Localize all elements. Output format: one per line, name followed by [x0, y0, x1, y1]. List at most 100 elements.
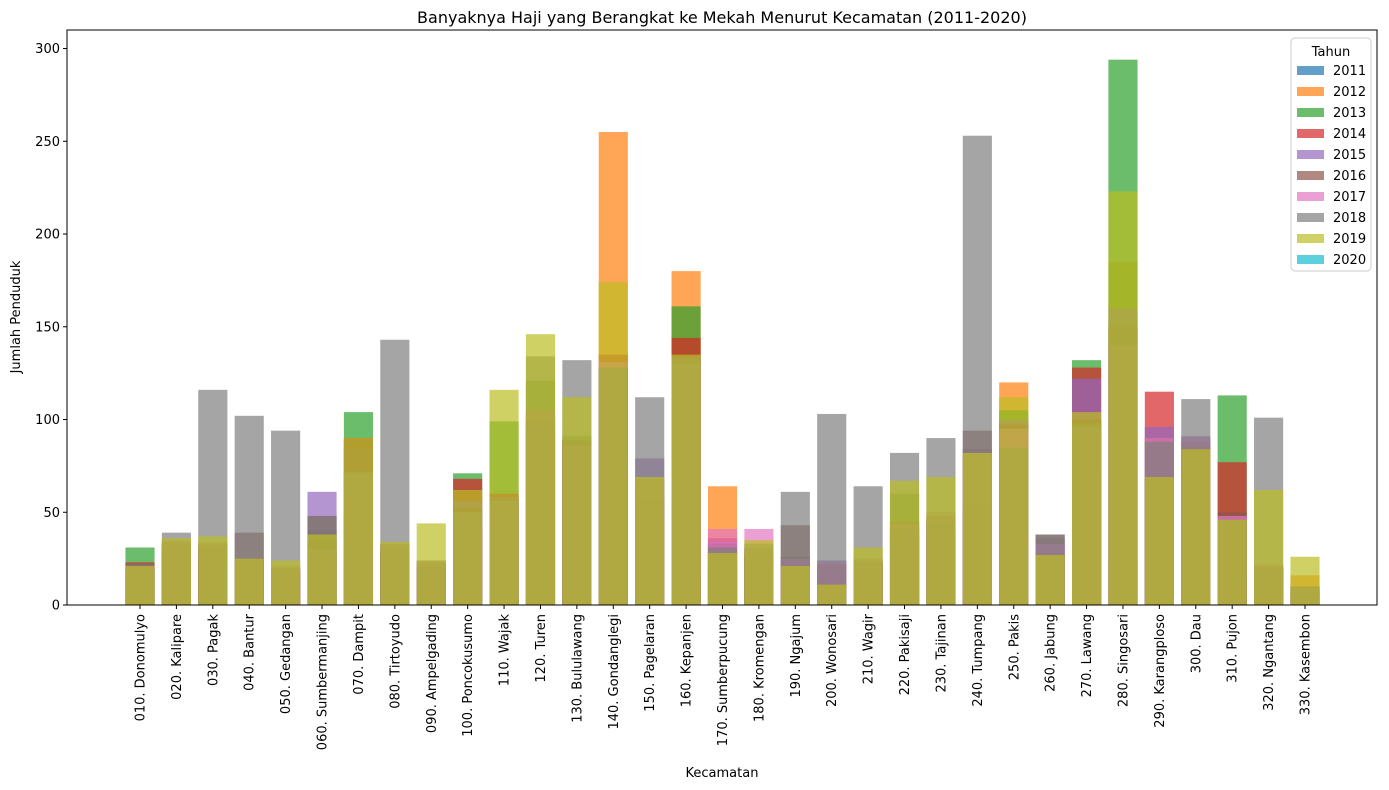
bar	[453, 490, 483, 605]
bars-layer	[125, 59, 1320, 606]
bar	[343, 438, 374, 605]
y-tick-label: 50	[43, 506, 60, 521]
bar	[1035, 554, 1065, 605]
legend-label: 2012	[1333, 85, 1366, 100]
x-tick-label: 030. Pagak	[206, 614, 221, 687]
x-tick-label: 020. Kalipare	[170, 614, 185, 700]
bar	[817, 584, 847, 605]
bar	[1072, 412, 1102, 605]
x-tick-label: 260. Jabung	[1044, 614, 1059, 692]
x-tick-label: 010. Donomulyo	[134, 614, 149, 721]
legend: Tahun 2011 2012 2013 2014 2015 2016 2017 2018 20…	[1290, 37, 1372, 272]
bar	[926, 477, 956, 605]
legend-label: 2020	[1333, 253, 1366, 268]
legend-label: 2013	[1333, 106, 1366, 121]
x-tick-label: 050. Gedangan	[279, 614, 294, 714]
legend-label: 2015	[1333, 148, 1366, 163]
chart-title: Banyaknya Haji yang Berangkat ke Mekah M…	[417, 8, 1027, 27]
y-axis-label: Jumlah Penduduk	[9, 260, 24, 374]
legend-swatch	[1297, 129, 1324, 138]
x-tick-label: 190. Ngajum	[789, 614, 804, 698]
x-tick-label: 090. Ampelgading	[425, 614, 440, 733]
legend-swatch	[1297, 66, 1324, 75]
legend-title: Tahun	[1311, 45, 1350, 60]
bar	[525, 334, 556, 605]
legend-label: 2011	[1333, 64, 1366, 79]
legend-swatch	[1297, 192, 1324, 201]
x-tick-label: 230. Tajinan	[934, 614, 949, 693]
legend-swatch	[1297, 150, 1324, 159]
bar	[1108, 191, 1138, 605]
bar	[198, 536, 228, 605]
x-axis: 010. Donomulyo 020. Kalipare 030. Pagak 040…	[134, 605, 1314, 750]
legend-swatch	[1297, 213, 1324, 222]
bar	[1290, 556, 1320, 605]
bar	[416, 523, 446, 605]
x-tick-label: 240. Tumpang	[971, 614, 986, 707]
bar	[817, 413, 847, 605]
bar	[1181, 449, 1211, 605]
bar	[635, 477, 665, 605]
y-tick-label: 0	[52, 599, 60, 614]
y-axis: 0 50 100 150 200 250 300	[35, 42, 67, 614]
x-tick-label: 300. Dau	[1189, 614, 1204, 673]
bar	[744, 540, 774, 605]
y-tick-label: 200	[35, 228, 60, 243]
x-tick-label: 280. Singosari	[1116, 614, 1131, 707]
x-tick-label: 250. Pakis	[1007, 614, 1022, 680]
legend-label: 2014	[1333, 127, 1366, 142]
bar	[271, 560, 301, 605]
x-tick-label: 060. Sumbermanjing	[316, 614, 331, 750]
legend-swatch	[1297, 255, 1324, 264]
x-tick-label: 080. Tirtoyudo	[388, 614, 403, 709]
bar	[489, 389, 519, 605]
x-tick-label: 150. Pagelaran	[643, 614, 658, 712]
y-tick-label: 300	[35, 42, 60, 57]
legend-label: 2018	[1333, 211, 1366, 226]
bar	[962, 452, 992, 605]
bar	[707, 553, 738, 605]
bar	[1217, 519, 1247, 605]
bar	[889, 480, 920, 605]
x-tick-label: 180. Kromengan	[752, 614, 767, 722]
legend-swatch	[1297, 234, 1324, 243]
x-axis-label: Kecamatan	[686, 766, 759, 781]
bar	[1254, 490, 1284, 605]
bar	[234, 558, 264, 605]
x-tick-label: 330. Kasembon	[1299, 614, 1314, 715]
x-tick-label: 160. Kepanjen	[680, 614, 695, 707]
x-tick-label: 200. Wonosari	[825, 614, 840, 707]
x-tick-label: 290. Karangploso	[1153, 614, 1168, 728]
bar	[562, 397, 592, 605]
x-tick-label: 140. Gondanglegi	[607, 614, 622, 730]
bar	[780, 566, 810, 605]
bar	[853, 547, 883, 605]
x-tick-label: 320. Ngantang	[1262, 614, 1277, 711]
bar	[1144, 477, 1174, 605]
legend-label: 2019	[1333, 232, 1366, 247]
x-tick-label: 210. Wagir	[862, 613, 877, 684]
bar	[125, 566, 155, 605]
x-tick-label: 170. Sumberpucung	[716, 614, 731, 746]
series-2019	[125, 191, 1320, 605]
x-tick-label: 100. Poncokusumo	[461, 614, 476, 737]
bar	[161, 538, 191, 605]
x-tick-label: 270. Lawang	[1080, 614, 1095, 697]
bar	[999, 397, 1029, 605]
legend-label: 2017	[1333, 190, 1366, 205]
legend-frame	[1290, 37, 1372, 272]
legend-swatch	[1297, 108, 1324, 117]
x-tick-label: 310. Pujon	[1226, 614, 1241, 683]
legend-label: 2016	[1333, 169, 1366, 184]
bar	[598, 282, 628, 605]
x-tick-label: 040. Bantur	[243, 613, 258, 691]
x-tick-label: 130. Bululawang	[570, 614, 585, 723]
legend-swatch	[1297, 171, 1324, 180]
x-tick-label: 110. Wajak	[498, 614, 513, 687]
y-tick-label: 150	[35, 320, 60, 335]
bar	[671, 354, 701, 605]
bar	[380, 541, 410, 605]
bar	[307, 534, 337, 605]
